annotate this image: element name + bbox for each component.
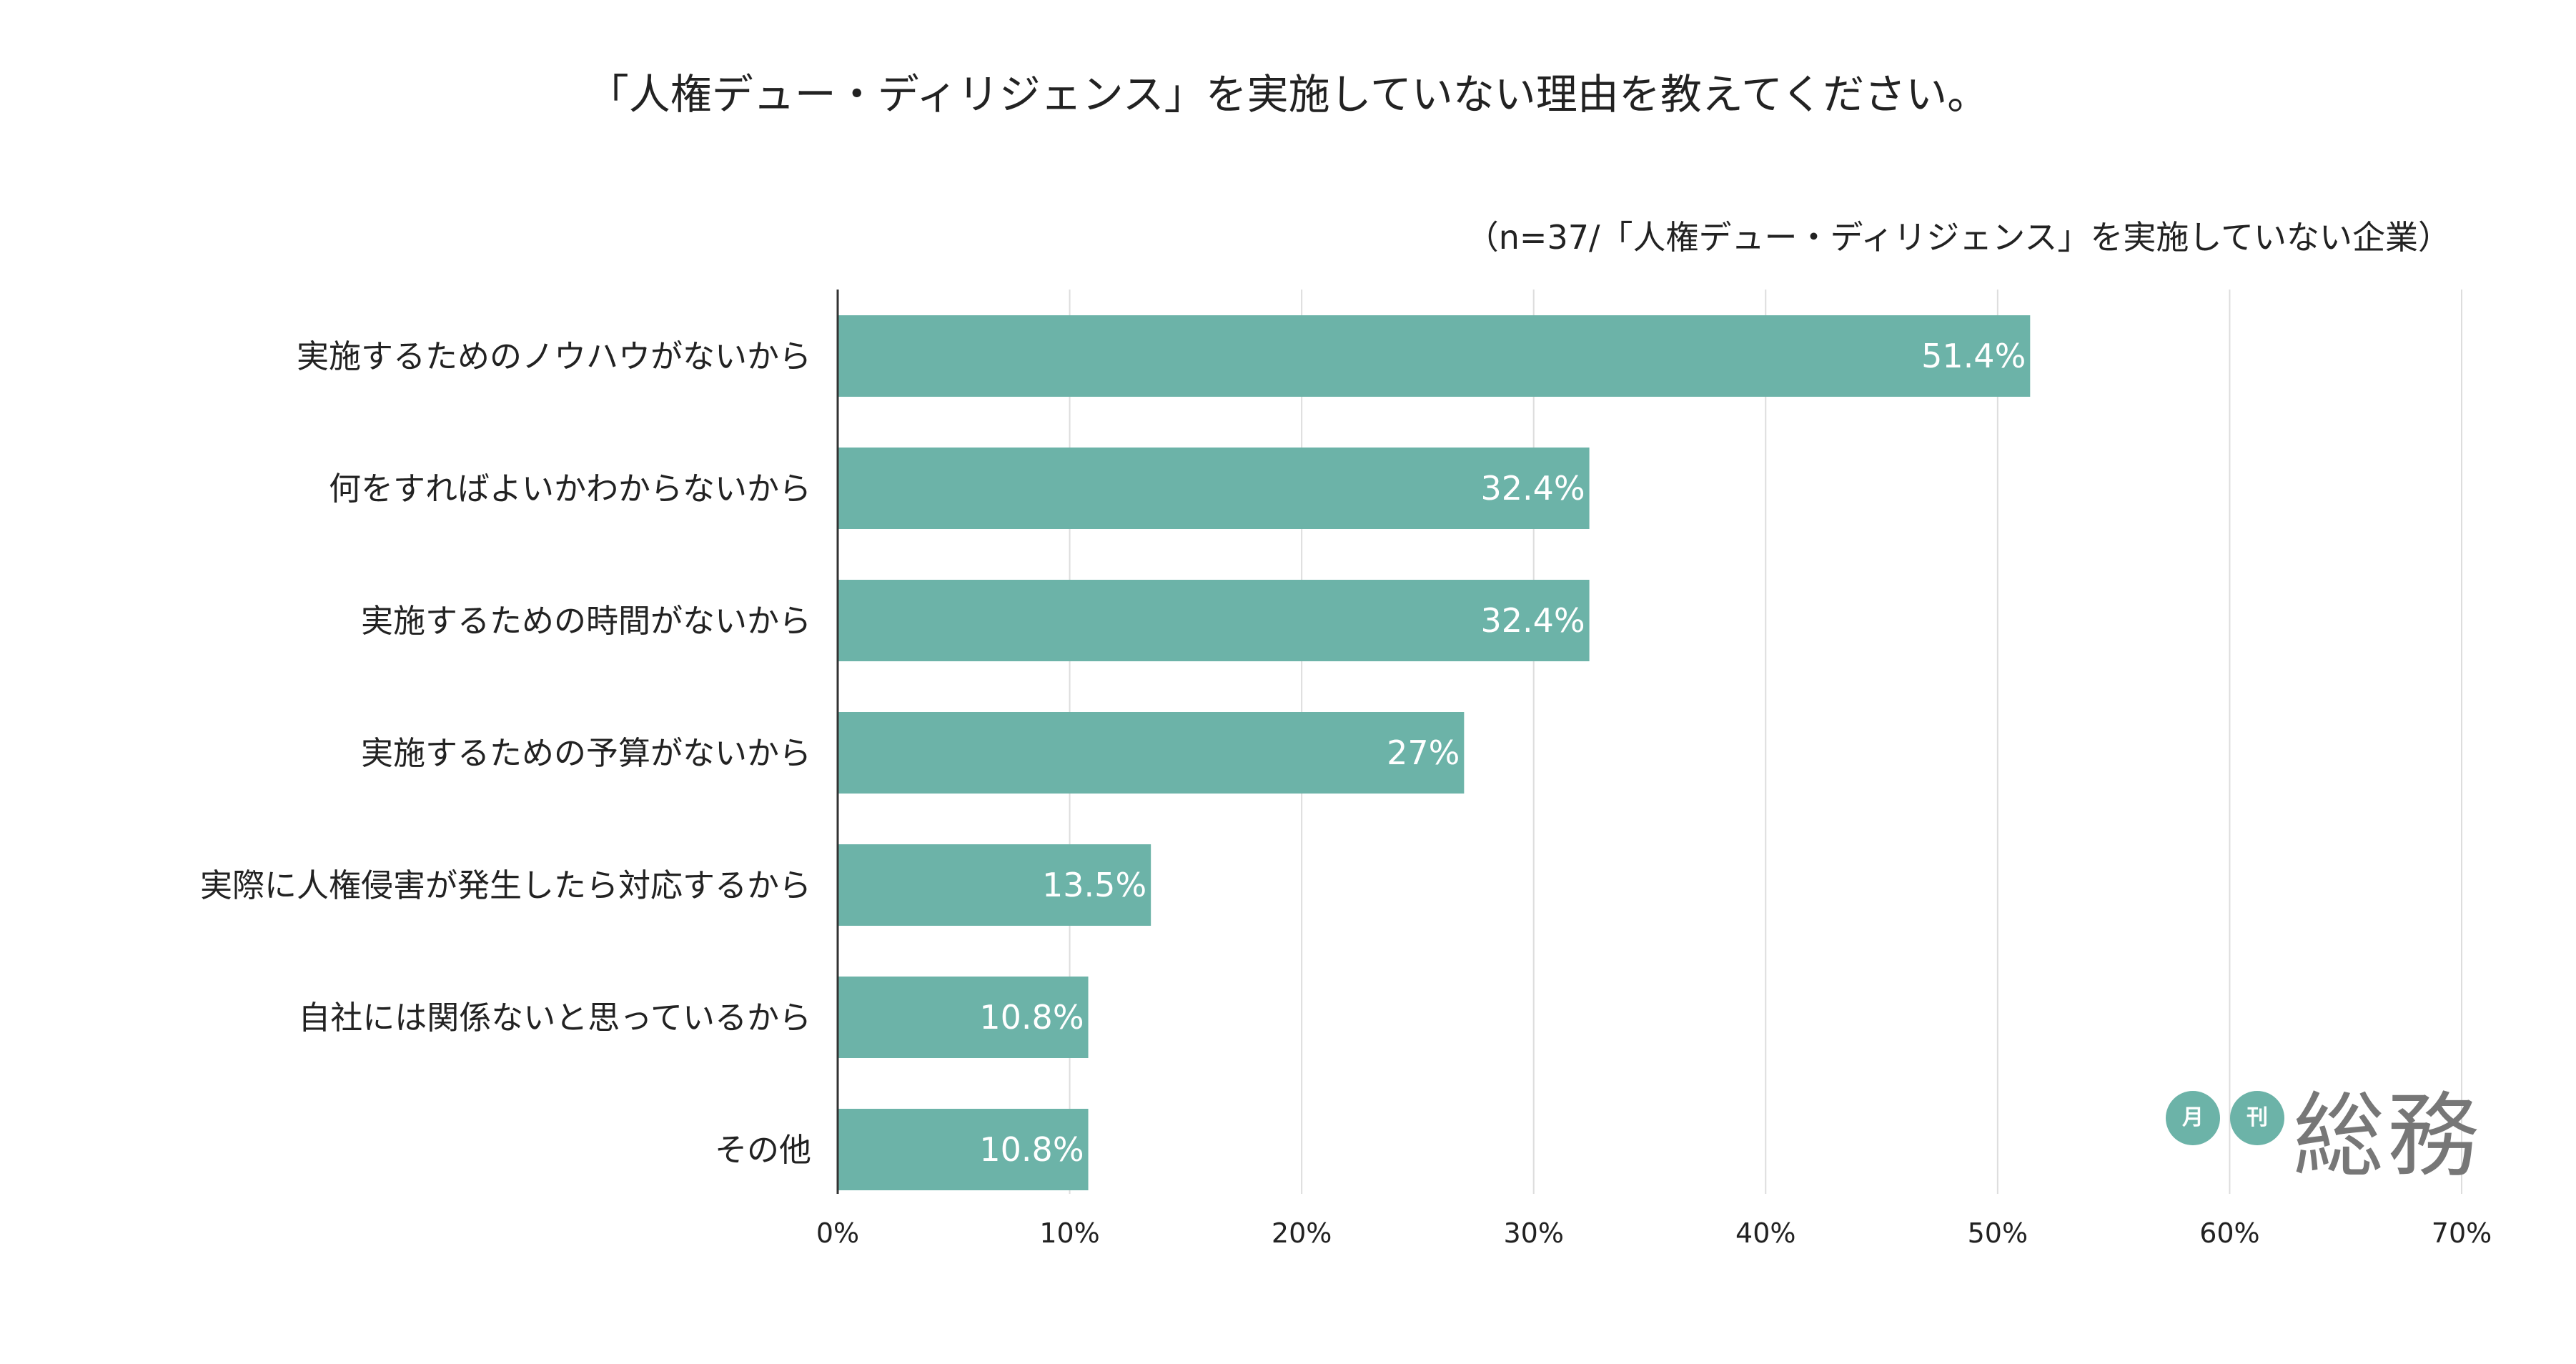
bar-4 (838, 844, 1151, 926)
logo-badge-kan: 刊 (2230, 1091, 2284, 1145)
bar-5 (838, 977, 1089, 1058)
value-label-3: 27% (1387, 733, 1460, 772)
value-label-1: 32.4% (1480, 469, 1585, 508)
x-tick-label-50: 50% (1968, 1217, 2028, 1249)
bar-1 (838, 448, 1590, 529)
category-label-3: 実施するための予算がないから (361, 734, 811, 772)
x-tick-label-0: 0% (816, 1217, 859, 1249)
x-tick-label-60: 60% (2199, 1217, 2259, 1249)
x-tick-label-40: 40% (1735, 1217, 1795, 1249)
category-label-2: 実施するための時間がないから (361, 602, 811, 640)
category-label-5: 自社には関係ないと思っているから (298, 999, 811, 1037)
logo-wordmark: 総務 (2293, 1083, 2482, 1190)
grid-lines (1069, 290, 2462, 1194)
value-label-5: 10.8% (979, 998, 1084, 1037)
value-label-2: 32.4% (1480, 601, 1585, 640)
x-tick-label-20: 20% (1272, 1217, 1332, 1249)
x-axis-ticks: 0% 10% 20% 30% 40% 50% 60% 70% (816, 1217, 2492, 1249)
category-label-6: その他 (715, 1131, 811, 1169)
bars: 51.4% 32.4% 32.4% 27% 13.5% 10.8% 10.8% (838, 315, 2031, 1190)
category-labels: 実施するためのノウハウがないから何をすればよいかわからないから実施するための時間… (200, 337, 811, 1169)
category-label-1: 何をすればよいかわからないから (329, 470, 811, 508)
x-tick-label-30: 30% (1503, 1217, 1563, 1249)
bar-0 (838, 315, 2031, 397)
category-label-0: 実施するためのノウハウがないから (297, 337, 811, 375)
value-label-4: 13.5% (1042, 866, 1146, 904)
x-tick-label-70: 70% (2432, 1217, 2492, 1249)
chart-title: 「人権デュー・ディリジェンス」を実施していない理由を教えてください。 (587, 70, 1989, 119)
gekkan-somu-logo: 月 刊 総務 (2166, 1079, 2479, 1208)
chart-subtitle: （n=37/「人権デュー・ディリジェンス」を実施していない企業） (1465, 218, 2451, 257)
category-label-4: 実際に人権侵害が発生したら対応するから (200, 866, 811, 904)
x-tick-label-10: 10% (1039, 1217, 1099, 1249)
value-label-0: 51.4% (1921, 337, 2026, 375)
bar-3 (838, 712, 1465, 794)
logo-badge-tsuki: 月 (2166, 1091, 2220, 1145)
bar-6 (838, 1109, 1089, 1190)
value-label-6: 10.8% (979, 1130, 1084, 1169)
bar-2 (838, 580, 1590, 661)
